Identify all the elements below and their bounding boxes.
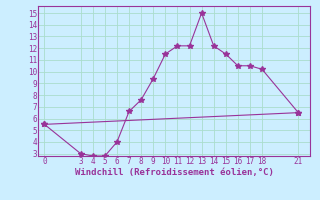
X-axis label: Windchill (Refroidissement éolien,°C): Windchill (Refroidissement éolien,°C) bbox=[75, 168, 274, 177]
